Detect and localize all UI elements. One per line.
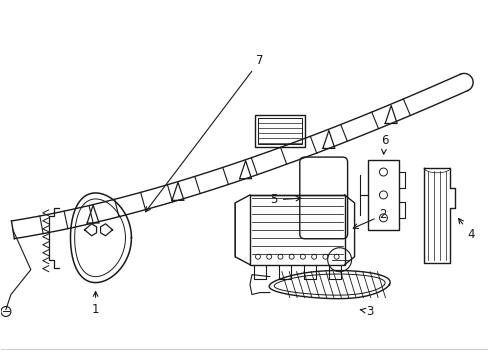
Text: 6: 6: [380, 134, 387, 154]
Bar: [258, 118, 301, 144]
Text: 5: 5: [270, 193, 300, 206]
Text: 7: 7: [145, 54, 263, 212]
Text: 4: 4: [458, 219, 474, 241]
Text: 2: 2: [352, 208, 386, 228]
Bar: [367, 160, 399, 230]
Bar: [254, 115, 304, 147]
Text: 1: 1: [92, 292, 99, 316]
Bar: [249, 195, 344, 265]
Text: 3: 3: [360, 305, 372, 318]
